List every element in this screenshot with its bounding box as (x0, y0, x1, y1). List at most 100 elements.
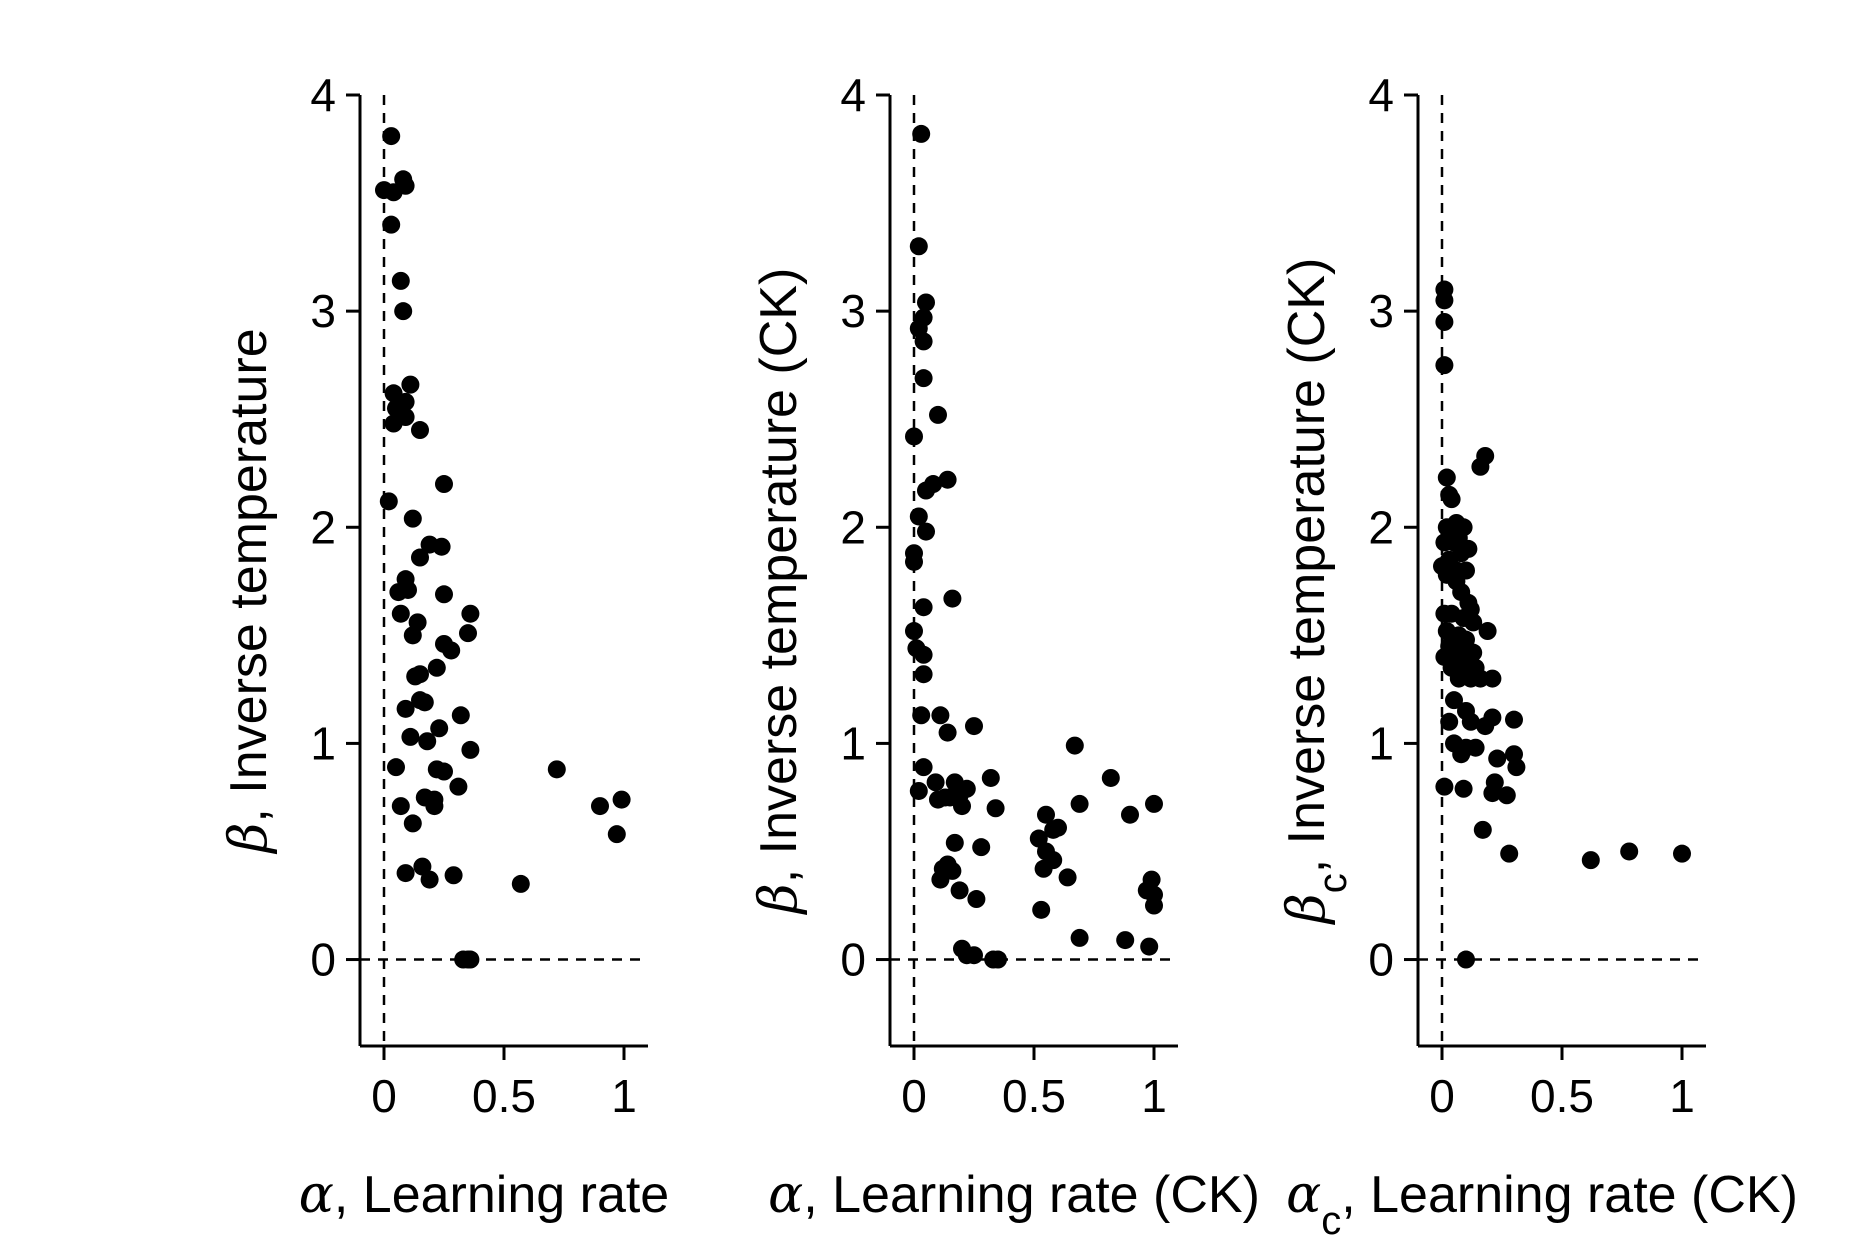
data-point (917, 522, 935, 541)
data-point (914, 758, 933, 777)
data-point (929, 790, 947, 809)
data-point (909, 237, 928, 256)
data-point (401, 375, 420, 394)
y-tick-label: 1 (310, 717, 336, 769)
data-point (929, 405, 947, 424)
data-point (972, 838, 991, 857)
y-axis-label: βc, Inverse temperature (CK) (1277, 258, 1355, 926)
y-tick-label: 2 (1368, 501, 1394, 553)
data-point (914, 665, 933, 684)
data-point (396, 864, 415, 883)
data-point (1445, 691, 1463, 710)
data-point (394, 302, 413, 321)
data-point (917, 481, 935, 500)
data-point (435, 585, 453, 604)
data-point (382, 215, 401, 234)
x-axis-label: αc, Learning rate (CK) (1286, 1165, 1798, 1243)
data-point (905, 427, 923, 446)
data-point (1116, 931, 1135, 950)
data-point (1121, 805, 1139, 824)
data-point (1145, 896, 1163, 915)
data-point (379, 492, 398, 511)
x-tick-label: 1 (611, 1070, 637, 1122)
data-point (432, 537, 451, 556)
data-point (612, 790, 631, 809)
data-point (914, 332, 933, 351)
y-tick-label: 3 (1368, 285, 1394, 337)
y-tick-label: 4 (310, 69, 336, 121)
data-point (591, 797, 609, 816)
scatter-panel-learning-rate-c-ck: 0 1 2 3 4 0 0.5 1 αc, Learning rate (CK) βc, Inve… (1277, 69, 1798, 1243)
x-tick-label: 0.5 (472, 1070, 536, 1122)
data-point (1140, 937, 1159, 956)
data-point (1037, 805, 1055, 824)
data-point (1435, 312, 1454, 331)
data-point (418, 732, 437, 751)
data-point (391, 604, 410, 623)
data-point (953, 797, 971, 816)
y-tick-label: 1 (1368, 717, 1394, 769)
data-point (931, 870, 950, 889)
x-tick-label: 0.5 (1002, 1070, 1066, 1122)
data-point (461, 740, 480, 759)
data-point (1435, 777, 1454, 796)
data-point (1473, 820, 1492, 839)
data-point (905, 622, 923, 641)
data-point (945, 833, 964, 852)
y-tick-label: 1 (840, 717, 866, 769)
data-point (909, 507, 928, 526)
data-point (1466, 738, 1485, 757)
data-point (1058, 868, 1077, 887)
data-point (1145, 794, 1163, 813)
data-point (912, 124, 931, 143)
y-tick-label: 3 (310, 285, 336, 337)
data-point (430, 719, 449, 738)
data-point (1070, 928, 1089, 947)
data-point (1435, 291, 1454, 310)
data-point (399, 580, 417, 599)
data-point (382, 127, 401, 146)
data-point (547, 760, 566, 779)
data-point (1471, 457, 1490, 476)
data-point (1440, 712, 1459, 731)
data-point (1483, 784, 1502, 803)
data-point (931, 706, 950, 725)
data-point (989, 950, 1007, 969)
data-point (1500, 844, 1519, 863)
data-point (435, 475, 453, 494)
y-tick-label: 4 (840, 69, 866, 121)
data-point (511, 874, 530, 893)
y-tick-label: 3 (840, 285, 866, 337)
data-point (444, 866, 463, 885)
data-point (1464, 613, 1483, 632)
x-tick-label: 0.5 (1530, 1070, 1594, 1122)
data-point (905, 552, 923, 571)
data-point (411, 548, 429, 567)
x-tick-label: 1 (1669, 1070, 1695, 1122)
data-point (1581, 851, 1600, 870)
data-point (415, 693, 434, 712)
data-point (909, 781, 928, 800)
y-axis-label: β, Inverse temperature (CK) (749, 268, 809, 916)
data-point (1673, 844, 1691, 863)
data-point (391, 271, 410, 290)
data-point (396, 176, 415, 195)
x-tick-label: 0 (901, 1070, 927, 1122)
data-point (384, 414, 403, 433)
data-point (1488, 749, 1507, 768)
data-point (1101, 768, 1120, 787)
data-point (396, 699, 415, 718)
data-point (917, 293, 935, 312)
data-point (403, 626, 422, 645)
data-point (912, 706, 931, 725)
data-point (965, 717, 983, 736)
data-point (461, 950, 480, 969)
x-axis-label: α, Learning rate (299, 1165, 669, 1225)
y-tick-label: 2 (840, 501, 866, 553)
data-point (425, 797, 444, 816)
x-axis-label: α, Learning rate (CK) (768, 1165, 1260, 1225)
data-point (914, 369, 933, 388)
data-point (926, 773, 945, 792)
y-tick-label: 4 (1368, 69, 1394, 121)
